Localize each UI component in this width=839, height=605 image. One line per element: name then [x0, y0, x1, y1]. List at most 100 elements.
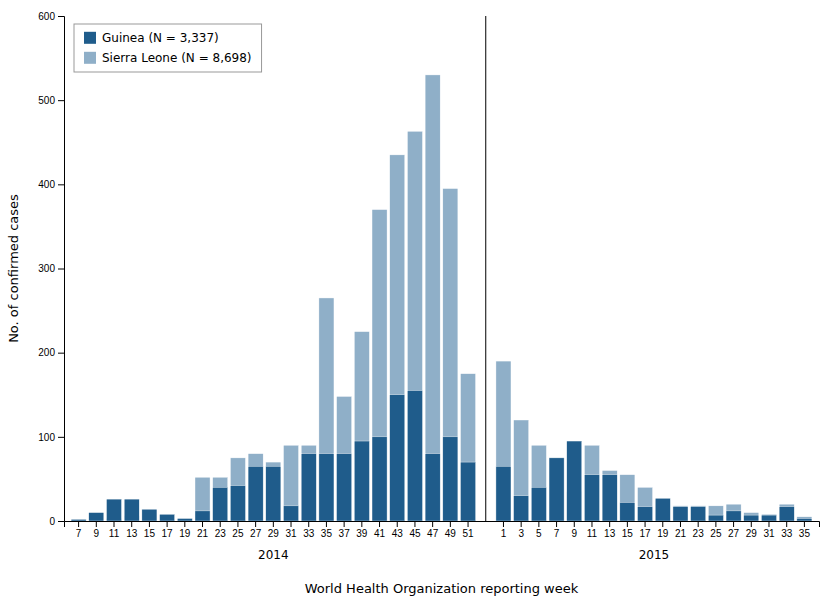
- tick-mark: [220, 521, 221, 527]
- bar: [354, 332, 369, 521]
- bar: [195, 511, 210, 521]
- tick-label: 47: [427, 528, 439, 539]
- bar: [425, 75, 440, 521]
- x-axis-title: World Health Organization reporting week: [305, 581, 579, 596]
- tick-mark: [58, 521, 64, 522]
- x-tick: 41: [374, 521, 386, 539]
- tick-label: 41: [374, 528, 386, 539]
- tick-mark: [627, 521, 628, 527]
- tick-label: 21: [197, 528, 209, 539]
- bar: [655, 498, 670, 521]
- bar: [761, 515, 776, 521]
- tick-label: 43: [392, 528, 404, 539]
- bar: [284, 506, 299, 521]
- bar: [567, 441, 582, 521]
- x-tick: 39: [356, 521, 368, 539]
- x-tick: 5: [536, 521, 542, 539]
- tick-mark: [450, 521, 451, 527]
- legend: Guinea (N = 3,337)Sierra Leone (N = 8,69…: [74, 24, 262, 72]
- bar: [673, 506, 688, 521]
- tick-label: 35: [799, 528, 811, 539]
- bar: [461, 462, 476, 521]
- tick-label: 29: [268, 528, 280, 539]
- tick-label: 19: [179, 528, 191, 539]
- tick-mark: [397, 521, 398, 527]
- x-tick: 21: [675, 521, 687, 539]
- bar: [620, 475, 635, 521]
- x-tick: 35: [799, 521, 811, 539]
- bar: [584, 475, 599, 521]
- x-tick: 25: [710, 521, 722, 539]
- x-tick: 23: [693, 521, 705, 539]
- tick-mark: [680, 521, 681, 527]
- bar: [89, 513, 104, 521]
- legend-label: Guinea (N = 3,337): [102, 31, 219, 45]
- bar: [443, 437, 458, 521]
- x-tick: 19: [657, 521, 669, 539]
- x-tick: 49: [445, 521, 457, 539]
- bar: [106, 499, 121, 521]
- tick-label: 100: [38, 432, 55, 443]
- bar: [230, 486, 245, 521]
- bar: [549, 458, 564, 521]
- tick-label: 37: [339, 528, 351, 539]
- bar: [584, 445, 599, 521]
- axis-line: [65, 522, 820, 528]
- bar-series: [106, 75, 811, 521]
- tick-mark: [361, 521, 362, 527]
- tick-mark: [414, 521, 415, 527]
- x-tick: 17: [640, 521, 652, 539]
- x-tick: 47: [427, 521, 439, 539]
- tick-mark: [804, 521, 805, 527]
- bar: [638, 507, 653, 521]
- bar: [496, 361, 511, 521]
- group-label: 2014: [258, 548, 289, 562]
- tick-mark: [468, 521, 469, 527]
- tick-mark: [78, 521, 79, 527]
- bar: [726, 511, 741, 521]
- y-tick: 600: [38, 11, 64, 22]
- tick-label: 11: [587, 528, 598, 539]
- x-tick: 23: [215, 521, 227, 539]
- tick-mark: [273, 521, 274, 527]
- x-tick: 11: [109, 521, 120, 539]
- tick-mark: [58, 269, 64, 270]
- bars: [71, 75, 812, 521]
- tick-label: 9: [571, 528, 577, 539]
- bar: [691, 507, 706, 521]
- tick-label: 31: [763, 528, 775, 539]
- y-tick: 300: [38, 263, 64, 274]
- tick-label: 13: [604, 528, 616, 539]
- bar: [549, 458, 564, 521]
- x-tick: 21: [197, 521, 209, 539]
- tick-label: 23: [215, 528, 227, 539]
- tick-label: 13: [126, 528, 138, 539]
- tick-label: 7: [76, 528, 82, 539]
- bar: [124, 499, 139, 521]
- bar: [301, 454, 316, 521]
- tick-label: 17: [640, 528, 652, 539]
- bar: [354, 441, 369, 521]
- x-tick: 29: [746, 521, 758, 539]
- bar: [779, 507, 794, 521]
- bar: [425, 454, 440, 521]
- y-tick: 0: [49, 516, 64, 527]
- tick-label: 15: [144, 528, 156, 539]
- bar: [319, 298, 334, 521]
- tick-mark: [114, 521, 115, 527]
- x-tick: 27: [250, 521, 262, 539]
- y-tick: 500: [38, 95, 64, 106]
- x-tick: 45: [409, 521, 421, 539]
- tick-mark: [786, 521, 787, 527]
- tick-mark: [591, 521, 592, 527]
- group-separator: [485, 16, 486, 521]
- y-tick: 400: [38, 179, 64, 190]
- bar: [708, 506, 723, 521]
- x-tick: 13: [604, 521, 616, 539]
- tick-label: 31: [285, 528, 297, 539]
- tick-label: 5: [536, 528, 542, 539]
- bar: [266, 466, 281, 521]
- tick-mark: [308, 521, 309, 527]
- tick-label: 200: [38, 347, 55, 358]
- bar: [407, 391, 422, 521]
